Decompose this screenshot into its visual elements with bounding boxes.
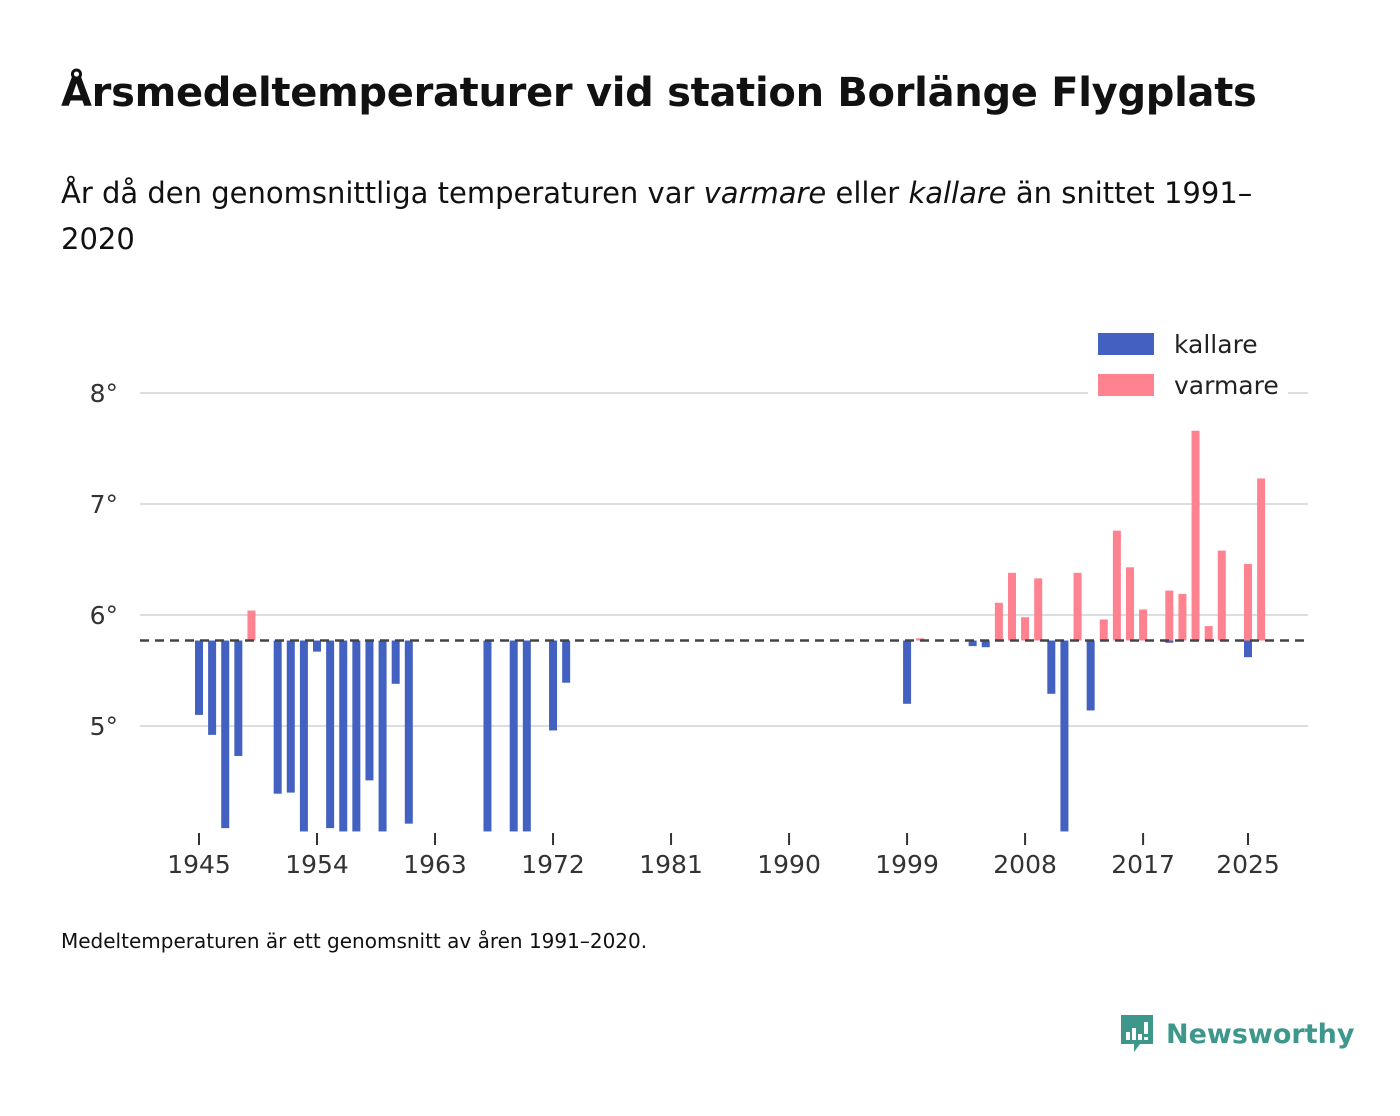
bar-warmer — [1165, 590, 1174, 641]
bar-colder — [483, 640, 492, 832]
bar-warmer — [1007, 572, 1016, 641]
bar-colder — [1047, 640, 1056, 694]
x-tick-label: 1972 — [521, 850, 585, 879]
bar-warmer — [1217, 550, 1226, 641]
x-axis: 1945 1954 1963 1972 1981 1990 1999 2008 2017 2025 — [167, 833, 1280, 879]
brand-logo: Newsworthy — [1118, 1012, 1354, 1056]
bar-colder — [1244, 640, 1252, 658]
bar-warmer — [1178, 593, 1187, 641]
bar-colder — [299, 640, 308, 832]
bar-warmer — [1073, 572, 1082, 641]
bar-colder — [903, 640, 912, 704]
x-tick-label: 1999 — [875, 850, 939, 879]
subtitle-colder-word: kallare — [908, 176, 1007, 210]
y-tick-label: 6° — [90, 601, 118, 630]
x-tick-label: 2017 — [1111, 850, 1175, 879]
y-tick-label: 8° — [90, 379, 118, 408]
bar-warmer — [247, 610, 256, 641]
bar-colder — [313, 640, 322, 652]
bar-colder — [1165, 640, 1174, 643]
bar-colder — [391, 640, 400, 684]
bar-colder — [326, 640, 335, 829]
x-tick-label: 1981 — [639, 850, 703, 879]
x-tick-label: 1954 — [285, 850, 349, 879]
x-tick-label: 2025 — [1216, 850, 1280, 879]
subtitle-warmer-word: varmare — [703, 176, 827, 210]
temperature-bar-chart: 5° 6° 7° 8° 1945 1954 1963 1972 1981 1990 1999 200… — [89, 322, 1308, 879]
bar-warmer — [1257, 478, 1266, 641]
bar-colder — [378, 640, 387, 832]
bars — [195, 430, 1266, 832]
subtitle-part-3: än snittet 1991–2020 — [61, 176, 1253, 256]
subtitle-part-1: År då den genomsnittliga temperaturen va… — [61, 176, 704, 210]
brand-name: Newsworthy — [1166, 1018, 1355, 1050]
x-tick-label: 2008 — [993, 850, 1057, 879]
bar-colder — [273, 640, 282, 794]
grid-lines — [140, 392, 1308, 727]
bar-colder — [562, 640, 571, 683]
legend-swatch-warm — [1098, 374, 1154, 396]
bar-warmer — [1099, 619, 1108, 641]
bar-warmer — [1021, 617, 1030, 641]
bar-warmer — [1191, 430, 1200, 641]
x-tick-label: 1963 — [403, 850, 467, 879]
bar-colder — [234, 640, 243, 756]
bar-warmer — [1139, 609, 1148, 641]
bar-colder — [981, 640, 990, 648]
chart-title: Årsmedeltemperaturer vid station Borläng… — [61, 70, 1257, 116]
bar-colder — [404, 640, 413, 824]
legend-swatch-cold — [1098, 333, 1154, 355]
bar-colder — [286, 640, 295, 793]
bar-warmer — [1112, 530, 1121, 641]
y-axis-labels: 5° 6° 7° 8° — [90, 379, 118, 741]
bar-colder — [208, 640, 217, 735]
legend: kallare varmare — [1088, 322, 1288, 400]
bar-colder — [221, 640, 230, 829]
subtitle-part-2: eller — [826, 176, 909, 210]
bar-colder — [339, 640, 348, 832]
newsworthy-logo-icon — [1121, 1015, 1153, 1052]
bar-colder — [195, 640, 203, 715]
x-tick-label: 1990 — [757, 850, 821, 879]
bar-warmer — [1244, 563, 1252, 641]
bar-warmer — [994, 602, 1003, 641]
bar-colder — [522, 640, 531, 832]
bar-colder — [1086, 640, 1095, 711]
bar-colder — [1060, 640, 1069, 832]
legend-label-warm: varmare — [1174, 371, 1279, 400]
bar-colder — [549, 640, 558, 731]
bar-colder — [968, 640, 977, 647]
x-tick-label: 1945 — [167, 850, 231, 879]
bar-warmer — [1204, 626, 1213, 641]
y-tick-label: 5° — [90, 712, 118, 741]
bar-warmer — [1034, 578, 1043, 641]
footnote: Medeltemperaturen är ett genomsnitt av å… — [61, 929, 648, 953]
bar-warmer — [1125, 567, 1134, 641]
chart-subtitle: År då den genomsnittliga temperaturen va… — [61, 170, 1281, 262]
bar-colder — [509, 640, 518, 832]
bar-colder — [352, 640, 361, 832]
legend-label-cold: kallare — [1174, 330, 1258, 359]
bar-colder — [365, 640, 374, 781]
y-tick-label: 7° — [90, 490, 118, 519]
